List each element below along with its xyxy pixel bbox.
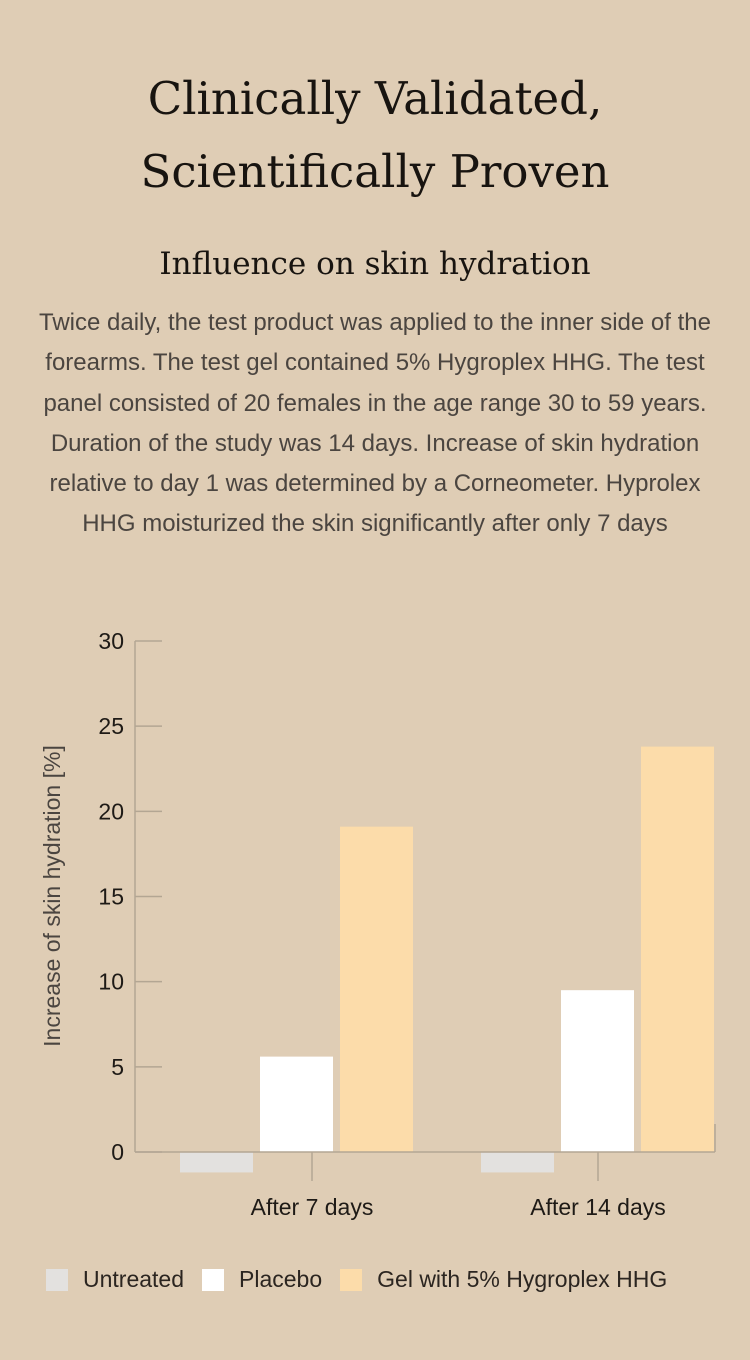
legend-label-gel: Gel with 5% Hygroplex HHG (377, 1266, 668, 1292)
bar-untreated-1 (180, 1152, 253, 1173)
legend-item-gel: Gel with 5% Hygroplex HHG (340, 1266, 667, 1293)
legend-swatch-placebo (202, 1268, 225, 1291)
legend-item-placebo: Placebo (202, 1266, 322, 1293)
legend-label-untreated: Untreated (83, 1266, 185, 1292)
y-tick-label: 30 (98, 628, 124, 654)
page-title: Clinically Validated, Scientifically Pro… (0, 62, 750, 208)
legend-swatch-gel (340, 1268, 363, 1291)
chart-subtitle: Influence on skin hydration (159, 246, 591, 282)
chart-legend: Untreated Placebo Gel with 5% Hygroplex … (46, 1266, 685, 1293)
y-tick-label: 25 (98, 713, 124, 739)
y-tick-label: 15 (98, 884, 124, 910)
y-tick-label: 5 (111, 1054, 124, 1080)
legend-item-untreated: Untreated (46, 1266, 184, 1293)
hydration-bar-chart: 0 5 10 15 20 25 30 Increase of skin hydration [… (39, 628, 716, 1220)
study-description: Twice daily, the test product was applie… (39, 309, 711, 538)
bar-placebo-1 (260, 1056, 333, 1152)
legend-label-placebo: Placebo (239, 1266, 323, 1292)
y-tick-label: 0 (111, 1139, 124, 1165)
title-line-2: Scientifically Proven (140, 145, 610, 198)
y-tick-label: 20 (98, 798, 124, 824)
bar-placebo-2 (561, 990, 634, 1152)
x-category-label: After 14 days (530, 1194, 666, 1220)
bar-untreated-2 (481, 1152, 554, 1173)
bar-gel-2 (641, 746, 714, 1152)
title-line-1: Clinically Validated, (147, 72, 603, 125)
y-axis-title: Increase of skin hydration [%] (39, 745, 65, 1047)
bar-gel-1 (340, 826, 413, 1152)
legend-swatch-untreated (46, 1268, 68, 1291)
y-tick-label: 10 (98, 969, 124, 995)
x-category-label: After 7 days (251, 1194, 374, 1220)
